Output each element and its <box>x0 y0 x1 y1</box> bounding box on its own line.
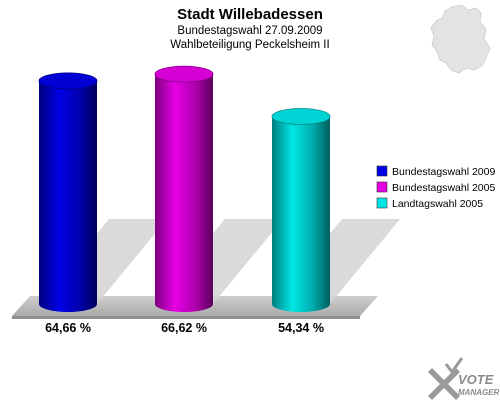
legend-label: Bundestagswahl 2009 <box>392 166 495 178</box>
chart-title: Stadt Willebadessen <box>177 6 323 23</box>
germany-map-icon <box>430 4 491 74</box>
bar <box>271 108 331 312</box>
bar-body-shading <box>155 74 213 312</box>
logo-manager-text: MANAGER <box>458 388 500 397</box>
bar-top <box>271 108 331 125</box>
value-label: 66,62 % <box>161 321 207 335</box>
bar <box>38 72 98 312</box>
bar-body-shading <box>39 80 97 312</box>
bar-top <box>154 65 214 83</box>
legend-label: Landtagswahl 2005 <box>392 198 483 210</box>
vote-manager-logo: VOTE MANAGER <box>428 357 500 400</box>
legend-swatch <box>376 197 388 209</box>
value-label: 54,34 % <box>278 321 324 335</box>
logo-vote-text: VOTE <box>458 372 494 387</box>
bar <box>154 65 214 312</box>
legend-swatch <box>376 165 388 177</box>
legend-swatch <box>376 181 388 193</box>
value-label: 64,66 % <box>45 321 91 335</box>
legend-label: Bundestagswahl 2005 <box>392 182 495 194</box>
legend-item: Landtagswahl 2005 <box>376 197 483 210</box>
chart-subtitle: Bundestagswahl 27.09.2009 <box>177 25 322 37</box>
bars <box>38 65 331 312</box>
legend-item: Bundestagswahl 2009 <box>376 165 495 178</box>
bar-body-shading <box>272 116 330 312</box>
legend: Bundestagswahl 2009 Bundestagswahl 2005 La… <box>376 165 495 210</box>
chart-subtitle-2: Wahlbeteiligung Peckelsheim II <box>170 39 329 51</box>
chart-floor-edge <box>12 316 360 319</box>
bar-top <box>38 72 98 90</box>
legend-item: Bundestagswahl 2005 <box>376 181 495 194</box>
value-labels: 64,66 % 66,62 % 54,34 % <box>45 321 324 335</box>
